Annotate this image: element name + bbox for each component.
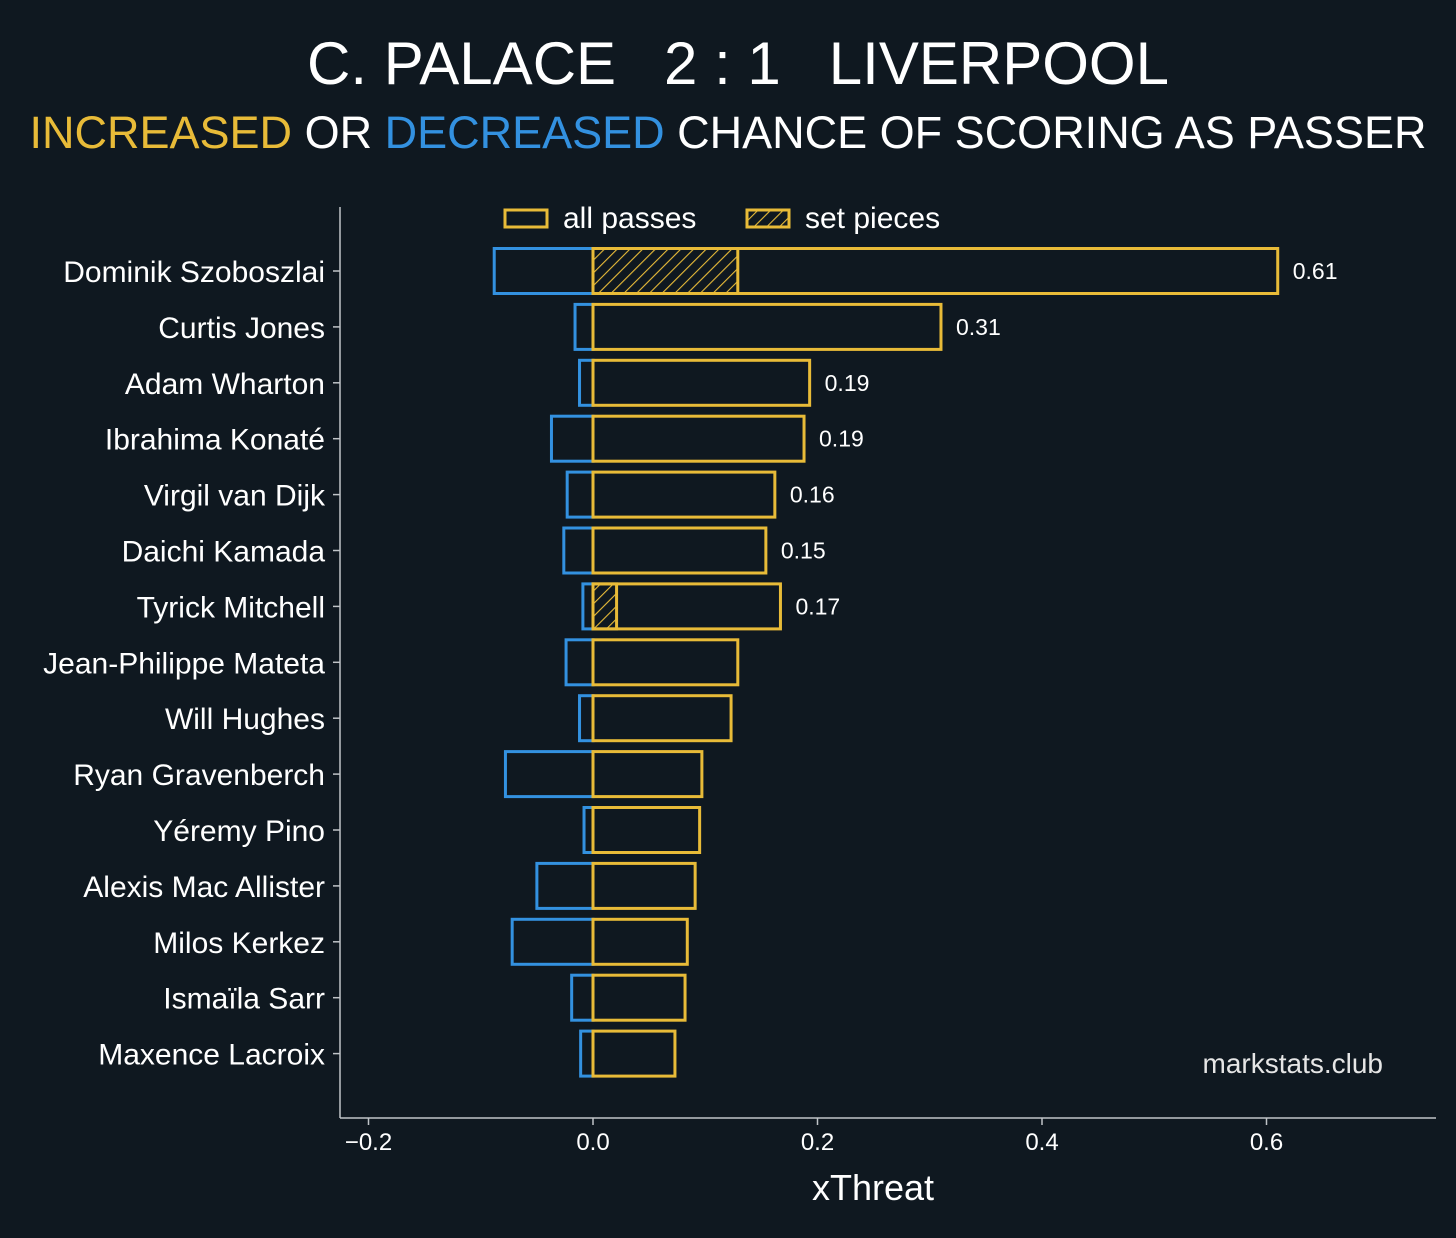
x-axis-label: xThreat [812, 1167, 934, 1208]
bar-increased-alexis-mac-allister [591, 861, 697, 910]
bar-increased-ibrahima-konate [591, 414, 806, 463]
y-tick-labels: Dominik Szoboszlai Curtis Jones Adam Whart… [43, 256, 340, 1072]
value-label-daichi-kamada: 0.15 [781, 538, 826, 564]
bar-decreased-curtis-jones [573, 302, 595, 351]
y-label-dominik-szoboszlai: Dominik Szoboszlai [63, 256, 325, 289]
legend-set-pieces-label: set pieces [805, 202, 940, 235]
y-label-virgil-van-dijk: Virgil van Dijk [144, 480, 326, 513]
chart-title: C. PALACE 2 : 1 LIVERPOOL [307, 30, 1169, 97]
bar-increased-adam-wharton [591, 358, 812, 407]
y-label-yeremy-pino: Yéremy Pino [153, 815, 325, 848]
value-label-virgil-van-dijk: 0.16 [790, 482, 835, 508]
bar-decreased-maxence-lacroix [579, 1029, 595, 1078]
bar-increased-ryan-gravenberch [591, 750, 704, 799]
y-label-maxence-lacroix: Maxence Lacroix [98, 1039, 325, 1072]
bar-decreased-tyrick-mitchell [581, 582, 595, 631]
x-ticks: −0.2 0.0 0.2 0.4 0.6 [345, 1118, 1283, 1156]
y-label-tyrick-mitchell: Tyrick Mitchell [137, 591, 325, 624]
y-label-daichi-kamada: Daichi Kamada [122, 536, 326, 569]
legend: all passes set pieces [503, 202, 940, 235]
y-label-milos-kerkez: Milos Kerkez [153, 927, 325, 960]
bar-increased-will-hughes [591, 694, 733, 743]
value-label-adam-wharton: 0.19 [825, 370, 870, 396]
bar-set-pieces-tyrick-mitchell [591, 582, 619, 631]
bar-increased-maxence-lacroix [591, 1029, 677, 1078]
value-label-ibrahima-konate: 0.19 [819, 426, 864, 452]
subtitle-increased: INCREASED [30, 107, 293, 158]
bar-increased-milos-kerkez [591, 917, 689, 966]
chart-subtitle: INCREASED OR DECREASED CHANCE OF SCORING… [30, 107, 1427, 158]
bar-increased-curtis-jones [591, 302, 943, 351]
x-tick-label: 0.4 [1025, 1129, 1058, 1156]
x-tick-label: −0.2 [345, 1129, 392, 1156]
bar-increased-ismaila-sarr [591, 973, 687, 1022]
bar-increased-virgil-van-dijk [591, 470, 777, 519]
y-label-adam-wharton: Adam Wharton [125, 368, 325, 401]
bar-decreased-ryan-gravenberch [503, 750, 595, 799]
bar-decreased-milos-kerkez [510, 917, 595, 966]
bar-decreased-daichi-kamada [562, 526, 595, 575]
value-label-dominik-szoboszlai: 0.61 [1293, 258, 1338, 284]
value-label-tyrick-mitchell: 0.17 [795, 593, 840, 619]
subtitle-or: OR [292, 107, 385, 158]
legend-all-passes-label: all passes [563, 202, 696, 235]
bar-decreased-will-hughes [578, 694, 595, 743]
y-label-alexis-mac-allister: Alexis Mac Allister [83, 871, 325, 904]
legend-all-passes-swatch [503, 208, 549, 229]
bar-decreased-ismaila-sarr [570, 973, 595, 1022]
bar-increased-dominik-szoboszlai [591, 247, 1280, 295]
x-tick-label: 0.2 [801, 1129, 834, 1156]
match-score: 2 : 1 [664, 30, 781, 97]
home-team: C. PALACE [307, 30, 616, 97]
bar-decreased-ibrahima-konate [549, 414, 595, 463]
bar-decreased-alexis-mac-allister [535, 861, 595, 910]
bar-increased-tyrick-mitchell [591, 582, 782, 631]
bar-decreased-jean-philippe-mateta [564, 638, 595, 687]
bar-set-pieces-dominik-szoboszlai [591, 247, 740, 295]
x-tick-label: 0.6 [1250, 1129, 1283, 1156]
subtitle-rest: CHANCE OF SCORING AS PASSER [665, 107, 1427, 158]
bar-decreased-virgil-van-dijk [565, 470, 595, 519]
bar-increased-jean-philippe-mateta [591, 638, 740, 687]
bar-increased-daichi-kamada [591, 526, 768, 575]
bars: 0.61 0.31 0.19 0.19 0.16 0.15 0.17 [492, 247, 1338, 1078]
y-label-curtis-jones: Curtis Jones [158, 312, 325, 345]
bar-decreased-dominik-szoboszlai [492, 247, 595, 295]
y-label-ismaila-sarr: Ismaïla Sarr [163, 983, 325, 1016]
legend-set-pieces-swatch [745, 208, 791, 229]
away-team: LIVERPOOL [829, 30, 1169, 97]
y-label-jean-philippe-mateta: Jean-Philippe Mateta [43, 647, 325, 680]
bar-increased-yeremy-pino [591, 806, 702, 854]
bar-decreased-adam-wharton [578, 358, 595, 407]
subtitle-decreased: DECREASED [385, 107, 665, 158]
value-label-curtis-jones: 0.31 [956, 314, 1001, 340]
y-label-ibrahima-konate: Ibrahima Konaté [105, 424, 325, 457]
y-label-will-hughes: Will Hughes [165, 703, 325, 736]
y-label-ryan-gravenberch: Ryan Gravenberch [73, 759, 325, 792]
watermark: markstats.club [1203, 1048, 1384, 1079]
x-tick-label: 0.0 [576, 1129, 609, 1156]
